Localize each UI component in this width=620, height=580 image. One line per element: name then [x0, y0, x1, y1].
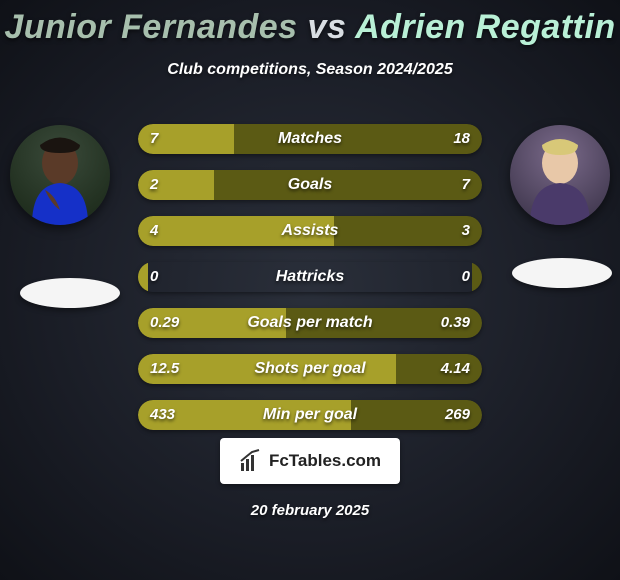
stat-value-p1: 0: [150, 262, 158, 292]
stat-bars: Matches718Goals27Assists43Hattricks00Goa…: [138, 124, 482, 446]
footer-logo-text: FcTables.com: [269, 451, 381, 471]
stat-value-p2: 18: [453, 124, 470, 154]
player1-avatar-img: [10, 125, 110, 225]
stat-label: Matches: [138, 124, 482, 154]
stat-row: Goals2 7: [138, 170, 482, 200]
fctables-logo-icon: [239, 449, 263, 473]
stat-row: Hattricks0 0: [138, 262, 482, 292]
stat-label: Hattricks: [138, 262, 482, 292]
player2-avatar: [510, 125, 610, 225]
stat-value-p2: 0: [462, 262, 470, 292]
stat-label: Shots per goal: [138, 354, 482, 384]
player1-avatar: [10, 125, 110, 225]
stat-label: Goals per match: [138, 308, 482, 338]
stat-row: Goals per match0.29 0.39: [138, 308, 482, 338]
page-title: Junior Fernandes vs Adrien Regattin: [0, 0, 620, 47]
player2-club-badge: [512, 258, 612, 288]
player2-avatar-img: [510, 125, 610, 225]
stat-row: Assists4 3: [138, 216, 482, 246]
stat-label: Min per goal: [138, 400, 482, 430]
stat-value-p1: 7: [150, 124, 158, 154]
stat-value-p1: 0.29: [150, 308, 179, 338]
stat-row: Matches7 18: [138, 124, 482, 154]
footer-date: 20 february 2025: [0, 502, 620, 519]
title-player1: Junior Fernandes: [4, 8, 297, 46]
stat-value-p1: 2: [150, 170, 158, 200]
player1-club-badge: [20, 278, 120, 308]
stat-value-p1: 433: [150, 400, 175, 430]
title-player2: Adrien Regattin: [355, 8, 616, 46]
stat-value-p2: 7: [462, 170, 470, 200]
stat-row: Min per goal433 269: [138, 400, 482, 430]
title-vs: vs: [308, 8, 356, 46]
stat-value-p1: 12.5: [150, 354, 179, 384]
footer-logo[interactable]: FcTables.com: [220, 438, 400, 484]
stat-label: Assists: [138, 216, 482, 246]
stat-value-p2: 3: [462, 216, 470, 246]
stat-row: Shots per goal12.5 4.14: [138, 354, 482, 384]
subtitle: Club competitions, Season 2024/2025: [0, 61, 620, 79]
stat-label: Goals: [138, 170, 482, 200]
stat-value-p1: 4: [150, 216, 158, 246]
stat-value-p2: 0.39: [441, 308, 470, 338]
stat-value-p2: 4.14: [441, 354, 470, 384]
stat-value-p2: 269: [445, 400, 470, 430]
